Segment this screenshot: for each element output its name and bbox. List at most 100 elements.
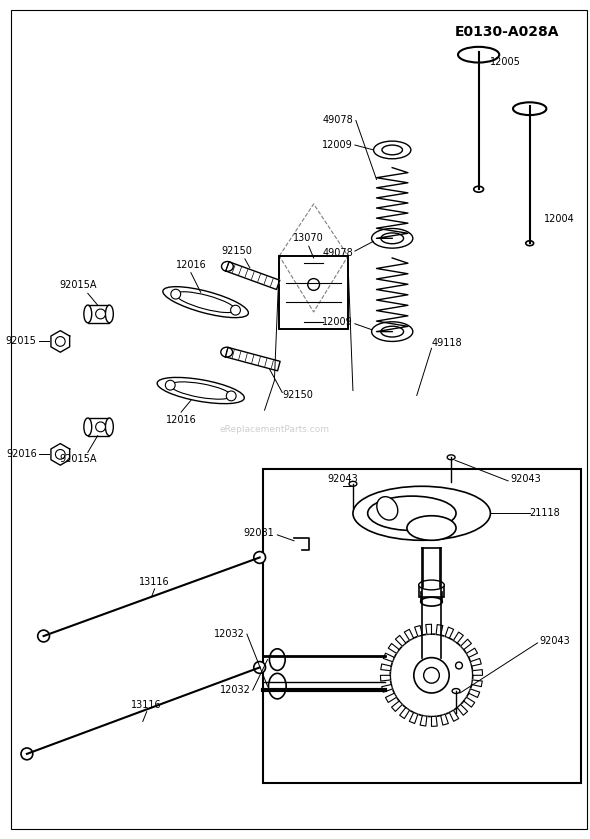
Polygon shape (470, 659, 481, 666)
Text: 92015: 92015 (6, 336, 37, 347)
Circle shape (55, 336, 65, 347)
Ellipse shape (270, 649, 285, 670)
Text: 92043: 92043 (539, 636, 571, 646)
Polygon shape (467, 649, 477, 658)
Ellipse shape (372, 228, 413, 248)
Polygon shape (450, 711, 458, 722)
Text: 92043: 92043 (327, 474, 359, 484)
Ellipse shape (373, 141, 411, 159)
Circle shape (96, 422, 106, 432)
Text: 13116: 13116 (139, 577, 170, 587)
Bar (263, 469, 581, 784)
Text: 12032: 12032 (214, 629, 245, 639)
Circle shape (55, 450, 65, 459)
Text: 21118: 21118 (530, 508, 560, 519)
Polygon shape (473, 670, 483, 675)
Polygon shape (415, 626, 422, 637)
Text: 92015A: 92015A (59, 280, 97, 290)
Ellipse shape (372, 322, 413, 341)
Polygon shape (461, 639, 471, 649)
Polygon shape (445, 627, 454, 638)
Polygon shape (420, 716, 427, 726)
Text: 12032: 12032 (220, 685, 251, 695)
Circle shape (424, 668, 440, 683)
Ellipse shape (349, 482, 357, 487)
Circle shape (21, 748, 33, 760)
Text: 92150: 92150 (282, 390, 313, 400)
Ellipse shape (221, 262, 233, 271)
Polygon shape (381, 675, 391, 681)
Ellipse shape (84, 305, 91, 323)
Ellipse shape (452, 689, 460, 694)
Text: eReplacementParts.com: eReplacementParts.com (219, 425, 329, 435)
Ellipse shape (381, 326, 404, 337)
Polygon shape (404, 629, 414, 640)
Text: 12009: 12009 (322, 317, 353, 327)
Polygon shape (381, 664, 391, 670)
Ellipse shape (407, 516, 456, 540)
Text: 92043: 92043 (510, 474, 541, 484)
Polygon shape (436, 624, 443, 635)
Ellipse shape (447, 455, 455, 460)
Polygon shape (454, 632, 463, 643)
Bar (88, 418, 109, 435)
Ellipse shape (157, 378, 244, 404)
Polygon shape (431, 717, 437, 727)
Text: 12016: 12016 (175, 260, 206, 270)
Ellipse shape (419, 580, 444, 590)
Bar (279, 256, 348, 329)
Circle shape (390, 634, 473, 717)
Text: 12005: 12005 (490, 56, 522, 66)
Ellipse shape (474, 186, 484, 192)
Circle shape (254, 551, 266, 563)
Ellipse shape (163, 287, 248, 318)
Ellipse shape (382, 145, 402, 155)
Circle shape (171, 289, 181, 299)
Ellipse shape (513, 102, 546, 115)
Circle shape (165, 380, 175, 390)
Text: 49118: 49118 (431, 338, 462, 348)
Bar (279, 256, 348, 329)
Ellipse shape (381, 233, 404, 243)
Bar (88, 305, 109, 323)
Bar (419, 585, 444, 597)
Polygon shape (226, 262, 280, 289)
Circle shape (96, 309, 106, 319)
Text: 49078: 49078 (322, 116, 353, 126)
Text: 92016: 92016 (6, 450, 37, 460)
Circle shape (38, 630, 50, 642)
Ellipse shape (268, 674, 286, 699)
Text: 13070: 13070 (293, 233, 324, 243)
Text: 12016: 12016 (166, 415, 196, 425)
Polygon shape (468, 689, 480, 697)
Ellipse shape (171, 382, 231, 399)
Polygon shape (51, 331, 70, 352)
Text: 92081: 92081 (244, 528, 274, 538)
Text: 92150: 92150 (222, 246, 253, 256)
Ellipse shape (368, 496, 456, 530)
Circle shape (455, 662, 463, 669)
Circle shape (254, 662, 266, 674)
Polygon shape (225, 347, 280, 371)
Circle shape (414, 658, 449, 693)
Polygon shape (441, 714, 448, 725)
Text: 12009: 12009 (322, 140, 353, 150)
Ellipse shape (377, 497, 398, 520)
Text: 12004: 12004 (545, 214, 575, 224)
Text: 49078: 49078 (322, 248, 353, 258)
Polygon shape (382, 685, 392, 692)
Polygon shape (388, 644, 399, 654)
Ellipse shape (221, 347, 232, 357)
Polygon shape (51, 444, 70, 465)
Circle shape (231, 305, 240, 315)
Polygon shape (409, 712, 418, 723)
Ellipse shape (421, 597, 442, 606)
Circle shape (227, 391, 236, 401)
Polygon shape (395, 635, 406, 646)
Ellipse shape (106, 305, 113, 323)
Polygon shape (399, 707, 409, 718)
Text: 13116: 13116 (132, 700, 162, 710)
Text: E0130-A028A: E0130-A028A (455, 25, 559, 39)
Polygon shape (392, 701, 402, 711)
Polygon shape (464, 697, 475, 707)
